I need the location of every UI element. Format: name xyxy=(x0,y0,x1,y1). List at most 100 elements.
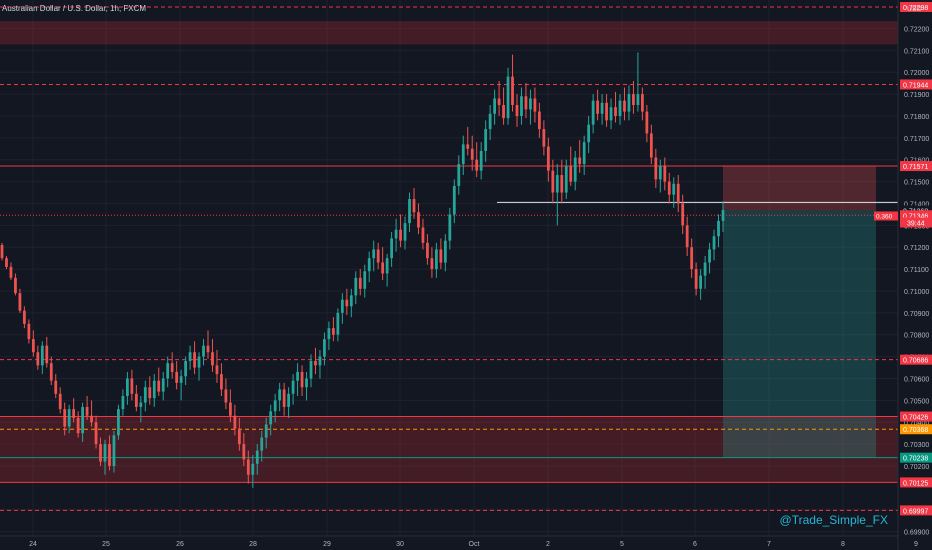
price-level-tag xyxy=(900,452,932,463)
x-tick-label: 5 xyxy=(620,541,624,548)
candle-body xyxy=(426,242,429,259)
y-tick-label: 0.72000 xyxy=(904,70,929,77)
candle-body xyxy=(524,96,528,110)
x-tick-label: Oct xyxy=(469,541,480,548)
stop-loss-area xyxy=(723,166,876,211)
candle-body xyxy=(108,444,111,466)
candle-body xyxy=(605,102,608,121)
y-tick-label: 0.72100 xyxy=(904,48,929,55)
candle-body xyxy=(488,113,492,130)
candle-body xyxy=(417,212,420,228)
candle-body xyxy=(179,376,183,383)
candle-body xyxy=(103,444,107,462)
candle-body xyxy=(233,415,237,429)
price-level-label: 0.71346 xyxy=(903,213,928,220)
y-tick-label: 0.70500 xyxy=(904,398,929,405)
supply-demand-zone xyxy=(0,416,898,483)
candle-body xyxy=(349,295,353,307)
candle-body xyxy=(439,249,443,263)
candle-body xyxy=(229,402,232,416)
candle-body xyxy=(569,166,573,182)
price-level-label: 0.69997 xyxy=(903,508,928,515)
candle-body xyxy=(90,415,93,423)
candle-body xyxy=(76,417,80,434)
candle-body xyxy=(81,406,84,434)
price-level-label: 0.72298 xyxy=(903,5,928,12)
y-tick-label: 0.70800 xyxy=(904,333,929,340)
candle-body xyxy=(448,214,452,241)
candle-body xyxy=(18,293,22,311)
candle-body xyxy=(161,378,165,392)
candle-body xyxy=(649,133,653,158)
candle-body xyxy=(309,360,313,379)
y-tick-label: 0.71100 xyxy=(904,267,929,274)
candle-body xyxy=(632,94,635,106)
price-level-label: 0.71944 xyxy=(903,82,928,89)
candle-body xyxy=(197,356,201,368)
candle-body xyxy=(224,389,228,403)
candle-body xyxy=(49,363,53,381)
short-position-tool[interactable] xyxy=(723,166,876,458)
price-level-label: 0.70368 xyxy=(903,427,928,434)
price-level-label: 0.71571 xyxy=(903,164,928,171)
candle-body xyxy=(117,409,120,436)
candle-body xyxy=(475,159,479,171)
candle-body xyxy=(497,98,501,106)
position-ratio-tag xyxy=(874,211,898,221)
price-level-tag xyxy=(900,505,932,516)
price-level-tag xyxy=(900,477,932,488)
candle-body xyxy=(609,107,613,121)
candle-body xyxy=(72,409,76,418)
candle-body xyxy=(515,105,519,116)
candle-body xyxy=(94,422,98,445)
y-tick-label: 0.69900 xyxy=(904,530,929,537)
candle-body xyxy=(367,258,371,272)
candle-body xyxy=(694,269,698,289)
candle-body xyxy=(690,247,694,270)
price-level-tag xyxy=(900,424,932,435)
supply-demand-zone xyxy=(0,21,898,45)
candle-body xyxy=(506,76,510,119)
y-tick-label: 0.71000 xyxy=(904,289,929,296)
candle-body xyxy=(332,328,335,335)
candle-body xyxy=(582,142,586,165)
candle-body xyxy=(658,166,662,180)
candle-body xyxy=(493,98,496,114)
candle-body xyxy=(654,157,658,180)
candle-body xyxy=(206,345,210,353)
y-tick-label: 0.70900 xyxy=(904,311,929,318)
candle-body xyxy=(600,102,604,114)
candle-body xyxy=(300,371,304,388)
currency-label: USD xyxy=(907,6,922,13)
candle-body xyxy=(596,100,599,114)
x-tick-label: 25 xyxy=(102,541,110,548)
price-level-label: 0.70125 xyxy=(903,480,928,487)
candle-body xyxy=(511,76,514,106)
candle-body xyxy=(318,356,322,366)
x-tick-label: 9 xyxy=(914,541,918,548)
candle-body xyxy=(148,387,152,399)
candle-body xyxy=(555,175,559,193)
y-tick-label: 0.71200 xyxy=(904,245,929,252)
candle-body xyxy=(614,107,617,116)
candle-body xyxy=(381,262,385,274)
candle-body xyxy=(340,299,344,313)
candle-body xyxy=(246,459,250,475)
price-level-label: 0.70426 xyxy=(903,415,928,422)
candle-body xyxy=(372,249,376,259)
candle-body xyxy=(130,378,134,394)
price-level-tag xyxy=(900,411,932,422)
candle-body xyxy=(685,225,689,248)
candle-body xyxy=(591,100,595,125)
candle-body xyxy=(394,229,398,239)
candle-body xyxy=(717,220,720,237)
y-tick-label: 0.71800 xyxy=(904,114,929,121)
candle-body xyxy=(305,378,308,388)
candle-body xyxy=(721,210,725,221)
candle-body xyxy=(314,360,317,366)
price-level-label: 0.70686 xyxy=(903,358,928,365)
candle-body xyxy=(587,124,591,143)
